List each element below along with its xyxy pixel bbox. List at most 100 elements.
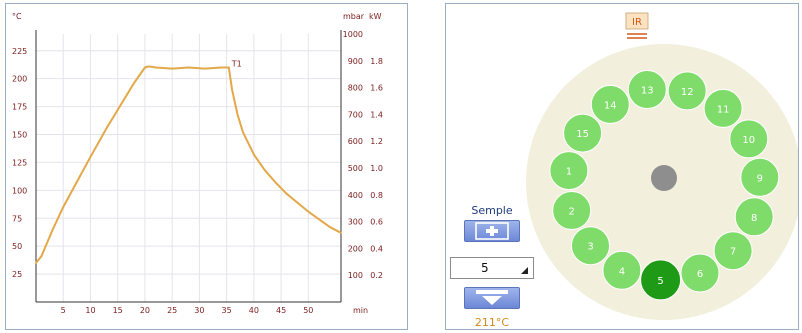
x-tick-label: 30 <box>194 306 204 315</box>
carousel-slot-6[interactable] <box>680 253 720 293</box>
x-tick-label: 45 <box>276 306 286 315</box>
x-tick-label: 35 <box>222 306 232 315</box>
series-point <box>307 210 310 213</box>
carousel-slot-7[interactable] <box>713 231 753 271</box>
carousel-slot-label: 13 <box>641 86 654 97</box>
x-tick-label: 50 <box>303 306 313 315</box>
carousel-slot-1[interactable] <box>549 151 589 191</box>
carousel-slot-label: 3 <box>587 242 593 253</box>
carousel-slot-label: 14 <box>604 100 617 111</box>
y-left-tick-label: 175 <box>12 103 27 112</box>
series-point <box>252 153 255 156</box>
carousel-slot-label: 4 <box>619 266 625 277</box>
y-right-kw-tick-label: 1.8 <box>370 57 383 66</box>
carousel-slot-label: 6 <box>697 269 703 280</box>
y-left-tick-label: 200 <box>12 75 27 84</box>
carousel-center-hub <box>651 165 677 191</box>
x-tick-label: 20 <box>140 306 150 315</box>
carousel-slot-label: 5 <box>657 276 663 287</box>
carousel-slot-label: 8 <box>751 213 757 224</box>
series-annotation: T1 <box>231 60 242 69</box>
series-point <box>89 155 92 158</box>
y-right-mbar-tick-label: 100 <box>348 271 363 280</box>
carousel-slot-13[interactable] <box>627 70 667 109</box>
decrement-button[interactable] <box>464 287 520 309</box>
series-point <box>51 229 54 232</box>
ir-label: IR <box>632 17 642 28</box>
series-point <box>236 113 239 116</box>
series-point <box>40 255 43 258</box>
temperature-series-line <box>35 65 342 264</box>
y-left-tick-label: 75 <box>12 214 22 223</box>
carousel-slot-11[interactable] <box>703 88 743 128</box>
y-right-kw-tick-label: 0.2 <box>370 271 383 280</box>
carousel-slot-label: 7 <box>730 247 736 258</box>
series-point <box>263 169 266 172</box>
series-point <box>340 231 342 234</box>
x-tick-label: 15 <box>113 306 123 315</box>
y-right-mbar-tick-label: 400 <box>348 191 363 200</box>
y-right-mbar-tick-label: 800 <box>348 84 363 93</box>
sample-carousel-panel: IR 1 2 3 4 5 6 7 8 9 10 11 12 13 14 15 Semple 5 211°C <box>445 3 799 330</box>
y-right-kw-tick-label: 0.8 <box>370 191 383 200</box>
y-right-kw-tick-label: 1.0 <box>370 164 383 173</box>
series-point <box>171 67 174 70</box>
series-point <box>144 66 146 69</box>
y-left-unit: °C <box>12 12 22 21</box>
y-left-tick-label: 25 <box>12 270 22 279</box>
y-right-kw-tick-label: 1.4 <box>370 110 383 119</box>
series-point <box>220 66 223 69</box>
carousel-slot-label: 11 <box>717 104 730 115</box>
down-triangle-icon <box>476 290 508 305</box>
sample-number-field[interactable]: 5 <box>450 257 534 279</box>
resize-corner-icon <box>521 267 528 274</box>
series-point <box>147 65 150 68</box>
y-right-kw-tick-label: 0.4 <box>370 244 383 253</box>
series-point <box>203 67 206 70</box>
series-point <box>296 201 299 204</box>
carousel-slot-label: 10 <box>742 135 755 146</box>
y-left-tick-label: 50 <box>12 242 22 251</box>
y-right-kw-tick-label: 1.2 <box>370 137 383 146</box>
sample-number-value: 5 <box>481 261 489 275</box>
carousel-slot-4[interactable] <box>602 250 642 290</box>
series-point <box>78 176 81 178</box>
series-point <box>35 262 37 264</box>
carousel-slot-9[interactable] <box>740 157 780 197</box>
y-right-kw-tick-label: 0.6 <box>370 218 383 227</box>
y-left-tick-label: 100 <box>12 186 27 195</box>
x-tick-label: 40 <box>249 306 259 315</box>
y-left-tick-label: 150 <box>12 131 27 140</box>
series-point <box>227 66 230 69</box>
carousel-slot-8[interactable] <box>734 197 774 237</box>
x-tick-label: 25 <box>167 306 177 315</box>
series-point <box>187 66 190 69</box>
carousel-slot-3[interactable] <box>571 226 610 266</box>
y-right-kw-tick-label: 1.6 <box>370 84 383 93</box>
carousel-slot-label: 15 <box>576 129 589 140</box>
carousel-slot-14[interactable] <box>590 84 630 124</box>
carousel-slot-15[interactable] <box>563 113 603 153</box>
ir-sensor: IR <box>625 12 649 39</box>
carousel-slot-12[interactable] <box>667 71 707 111</box>
y-left-tick-label: 225 <box>12 47 27 56</box>
series-point <box>274 181 277 184</box>
series-point <box>105 126 108 129</box>
y-right-mbar-tick-label: 200 <box>348 244 363 253</box>
carousel-slot-10[interactable] <box>729 119 769 159</box>
series-point <box>329 226 332 229</box>
increment-button[interactable] <box>464 220 520 242</box>
carousel-slot-label: 1 <box>566 167 572 178</box>
series-point <box>62 206 65 208</box>
carousel-slot-label: 9 <box>757 173 763 184</box>
y-right-mbar-tick-label: 1000 <box>343 30 363 39</box>
series-point <box>116 109 119 111</box>
y-right-unit-kw: kW <box>369 12 382 21</box>
x-unit: min <box>353 306 368 315</box>
series-point <box>133 82 135 85</box>
carousel-slot-5[interactable] <box>640 259 682 301</box>
y-right-mbar-tick-label: 900 <box>348 57 363 66</box>
carousel-slot-2[interactable] <box>552 191 592 230</box>
